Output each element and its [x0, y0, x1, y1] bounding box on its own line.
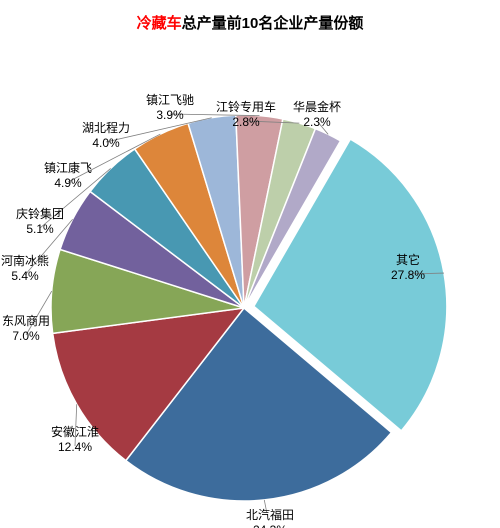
slice-name: 庆铃集团 [16, 207, 64, 221]
pie-slice-label: 其它27.8% [391, 253, 425, 283]
slice-percent: 5.4% [1, 269, 49, 284]
slice-name: 镇江康飞 [44, 161, 92, 175]
pie-slice-label: 湖北程力4.0% [82, 121, 130, 151]
pie-slice-label: 庆铃集团5.1% [16, 207, 64, 237]
pie-slice-label: 安徽江淮12.4% [51, 425, 99, 455]
pie-slice-label: 华晨金杯2.3% [293, 100, 341, 130]
title-rest: 总产量前10名企业产量份额 [182, 15, 364, 32]
slice-percent: 7.0% [2, 329, 50, 344]
title-prefix: 冷藏车 [137, 15, 182, 32]
pie-slice-label: 镇江康飞4.9% [44, 161, 92, 191]
slice-name: 江铃专用车 [216, 100, 276, 114]
pie-slice-label: 北汽福田24.3% [246, 508, 294, 528]
slice-percent: 4.0% [82, 136, 130, 151]
slice-percent: 2.8% [216, 115, 276, 130]
slice-name: 安徽江淮 [51, 425, 99, 439]
pie-slice-label: 江铃专用车2.8% [216, 100, 276, 130]
chart-title: 冷藏车总产量前10名企业产量份额 [0, 0, 500, 33]
slice-name: 湖北程力 [82, 121, 130, 135]
slice-name: 北汽福田 [246, 508, 294, 522]
slice-name: 华晨金杯 [293, 100, 341, 114]
slice-percent: 24.3% [246, 523, 294, 528]
pie-slice-label: 河南冰熊5.4% [1, 254, 49, 284]
pie-slice-label: 镇江飞驰3.9% [146, 93, 194, 123]
pie-chart: 其它27.8%北汽福田24.3%安徽江淮12.4%东风商用7.0%河南冰熊5.4… [0, 33, 500, 513]
slice-name: 镇江飞驰 [146, 93, 194, 107]
slice-name: 河南冰熊 [1, 254, 49, 268]
slice-percent: 5.1% [16, 222, 64, 237]
slice-percent: 4.9% [44, 176, 92, 191]
slice-percent: 12.4% [51, 440, 99, 455]
slice-percent: 3.9% [146, 108, 194, 123]
pie-slice-label: 东风商用7.0% [2, 314, 50, 344]
slice-percent: 27.8% [391, 268, 425, 283]
slice-name: 其它 [396, 253, 420, 267]
slice-name: 东风商用 [2, 314, 50, 328]
slice-percent: 2.3% [293, 115, 341, 130]
